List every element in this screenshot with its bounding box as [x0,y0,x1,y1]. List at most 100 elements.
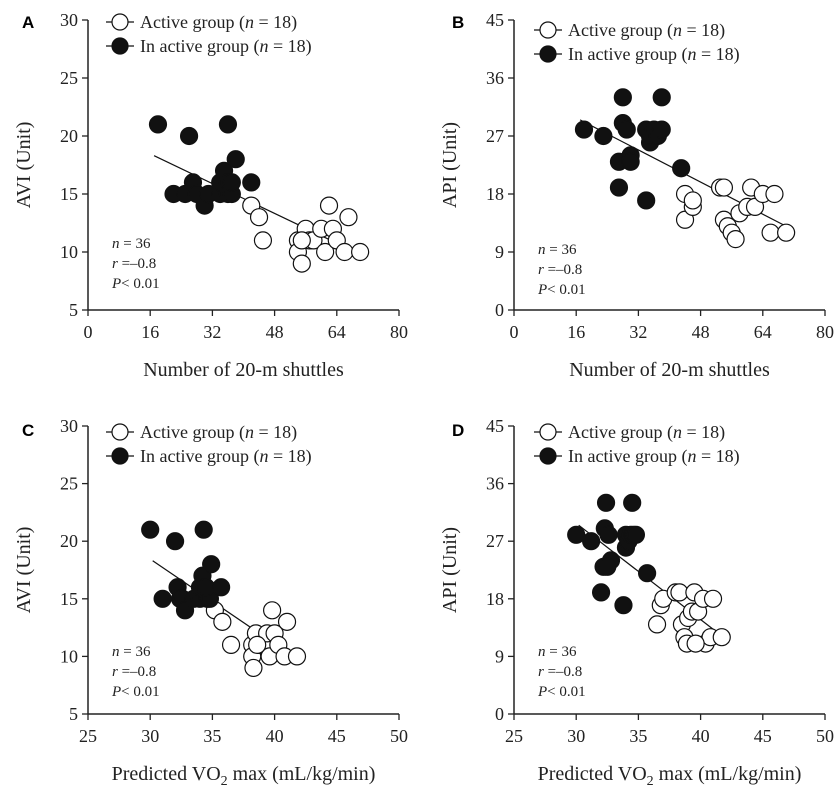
stats-line: P< 0.01 [537,684,586,700]
point-filled [179,126,199,146]
point-open [726,230,745,249]
legend-label: In active group (n = 18) [568,44,740,65]
y-tick-label: 15 [60,589,78,609]
panel-b: B 0 9 18 27 36 45 0 16 32 48 64 80 API (Unit) Number o… [439,10,834,381]
panel-a: A 5 10 15 20 25 30 0 16 32 48 64 80 AVI (Unit) Number … [13,10,408,381]
point-filled [621,152,640,171]
point-filled [594,126,613,146]
panel-letter: D [452,421,464,440]
legend-marker-filled [111,447,129,465]
x-tick-label: 80 [390,322,408,342]
legend-item: Active group (n = 18) [106,12,297,33]
stats-line: n = 36 [538,242,577,258]
y-tick-label: 45 [486,10,504,30]
y-tick-label: 30 [60,416,78,436]
x-tick-label: 45 [754,726,772,746]
point-filled [141,520,160,539]
series-inactive-group [141,520,231,620]
y-axis-title: API (Unit) [439,527,461,613]
point-open [319,196,339,215]
y-tick-label: 18 [486,589,504,609]
point-filled [153,589,172,608]
point-filled [194,520,213,539]
point-filled [652,120,671,139]
point-open [686,634,705,653]
legend-item: In active group (n = 18) [534,446,740,467]
stats-annotation: n = 36 r =–0.8 P< 0.01 [111,236,160,292]
stats-line: r =–0.8 [112,256,156,272]
series-active-group [242,196,370,273]
stats-line: P< 0.01 [111,276,160,292]
point-open [335,242,354,262]
y-tick-label: 27 [486,126,504,146]
legend-label: Active group (n = 18) [140,422,297,443]
legend-label: Active group (n = 18) [140,12,297,33]
x-tick-label: 30 [567,726,585,746]
point-filled [614,596,633,615]
point-filled [638,564,657,583]
point-open [213,612,232,631]
legend-label: In active group (n = 18) [568,446,740,467]
y-tick-label: 20 [60,531,78,551]
point-open [761,223,780,242]
point-filled [609,178,629,197]
point-filled [623,493,642,512]
stats-line: r =–0.8 [112,664,156,680]
panel-letter: B [452,13,464,32]
y-tick-label: 27 [486,531,504,551]
legend-item: In active group (n = 18) [106,36,312,57]
stats-annotation: n = 36 r =–0.8 P< 0.01 [537,644,586,700]
x-tick-label: 80 [816,322,834,342]
y-tick-label: 5 [69,704,78,724]
point-filled [242,173,261,192]
panel-d: D 0 9 18 27 36 45 25 30 35 40 45 50 API (Unit) Predict… [439,416,834,788]
x-axis-title: Predicted VO2 max (mL/kg/min) [112,763,376,788]
point-open [351,242,370,262]
point-filled [218,115,238,134]
point-filled [202,555,221,574]
x-tick-label: 16 [567,322,585,342]
point-filled [598,557,617,576]
stats-line: r =–0.8 [538,262,582,278]
series-active-group [205,601,307,678]
point-filled [617,120,636,139]
legend-marker-filled [539,45,557,63]
y-tick-label: 20 [60,126,78,146]
point-open [287,647,307,666]
x-tick-label: 25 [79,726,97,746]
x-tick-label: 35 [629,726,647,746]
point-open [292,254,311,273]
legend-marker-open [111,423,129,441]
x-tick-label: 40 [266,726,284,746]
series-active-group [647,583,731,653]
x-tick-label: 16 [141,322,159,342]
x-axis-title: Number of 20-m shuttles [143,359,344,381]
stats-annotation: n = 36 r =–0.8 P< 0.01 [537,242,586,298]
series-inactive-group [148,115,261,215]
point-filled [599,525,618,544]
x-tick-label: 64 [754,322,772,342]
point-open [253,231,273,250]
x-tick-label: 35 [203,726,221,746]
x-tick-label: 45 [328,726,346,746]
x-tick-label: 48 [692,322,710,342]
point-filled [626,525,646,544]
y-axis-title: API (Unit) [439,122,461,208]
x-tick-label: 64 [328,322,346,342]
x-tick-label: 32 [203,322,221,342]
point-filled [613,88,632,107]
y-tick-label: 36 [486,474,504,494]
y-tick-label: 5 [69,300,78,320]
stats-line: P< 0.01 [537,282,586,298]
point-filled [212,578,231,597]
y-tick-label: 25 [60,68,78,88]
y-tick-label: 15 [60,184,78,204]
y-tick-label: 0 [495,300,504,320]
point-open [292,231,311,250]
point-open [339,208,358,227]
point-open [777,223,796,242]
series-inactive-group [574,88,691,210]
panel-letter: C [22,421,34,440]
legend-marker-open [539,21,557,39]
x-axis-title: Predicted VO2 max (mL/kg/min) [538,763,802,788]
